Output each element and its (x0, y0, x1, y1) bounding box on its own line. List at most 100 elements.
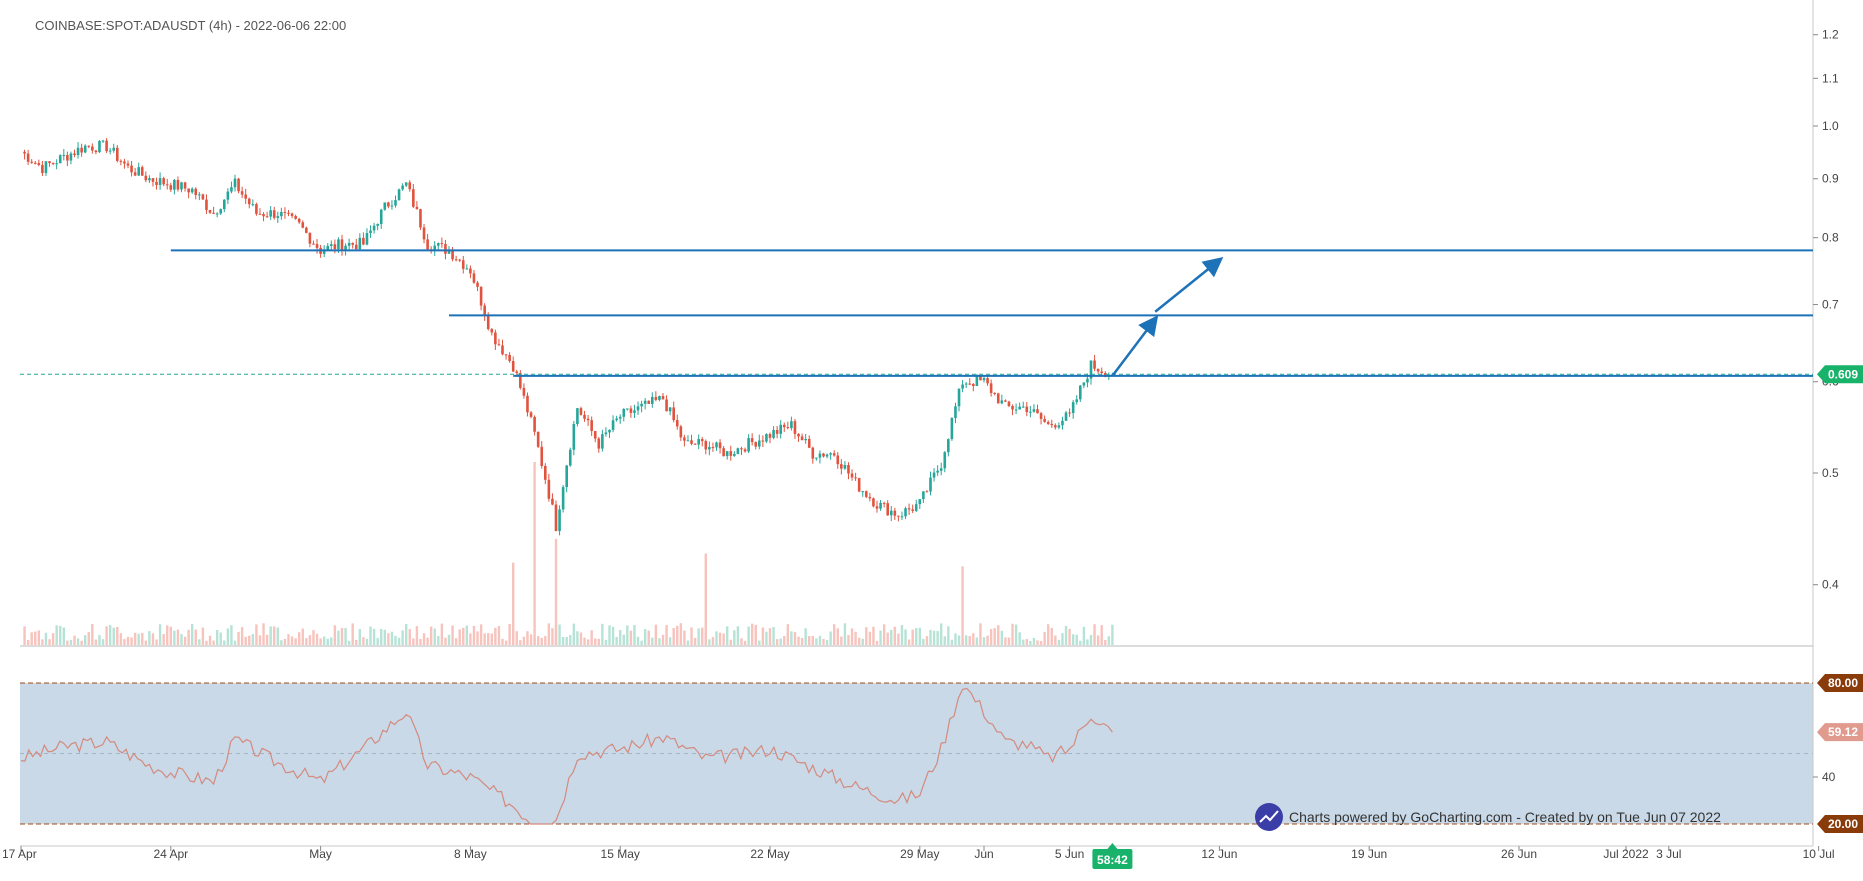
volume-bar (494, 627, 497, 645)
volume-bar (797, 636, 800, 645)
volume-bar (758, 640, 761, 645)
volume-bar (526, 631, 529, 645)
support-resistance-lines[interactable] (20, 249, 1813, 377)
trend-up-icon (1259, 810, 1279, 823)
volume-bar (947, 626, 950, 645)
candle-body (23, 151, 26, 154)
candle-body (362, 237, 365, 245)
candle-body (993, 392, 996, 394)
candle-body (490, 329, 494, 333)
candle-body (508, 354, 511, 362)
volume-bar (544, 636, 547, 645)
candle-body (576, 408, 579, 425)
projection-arrows[interactable] (1111, 256, 1224, 377)
candle-body (829, 453, 832, 455)
candle-body (740, 448, 743, 450)
volume-spike-bar (704, 553, 707, 645)
candle-body (697, 439, 700, 445)
candle-body (41, 164, 44, 174)
candle-body (1079, 385, 1082, 400)
candle-body (173, 179, 176, 190)
candle-body (900, 516, 904, 518)
candle-body (622, 408, 626, 417)
candle-body (80, 147, 83, 153)
volume-bar (351, 623, 354, 645)
candle-body (1064, 412, 1068, 421)
volume-bar (34, 631, 37, 645)
volume-bar (572, 623, 576, 645)
candle-body (219, 209, 223, 214)
candle-body (312, 243, 315, 245)
volume-bar (201, 627, 205, 645)
candle-body (565, 465, 568, 488)
candle-body (736, 448, 740, 454)
volume-bar (750, 623, 754, 645)
volume-bar (547, 623, 551, 645)
candle-body (804, 438, 807, 441)
candle-body (515, 371, 519, 373)
projection-arrow[interactable] (1111, 315, 1159, 377)
candle-body (693, 443, 697, 445)
candle-body (768, 434, 772, 438)
volume-bar (1047, 624, 1050, 645)
volume-bar (561, 636, 565, 645)
candle-body (504, 354, 508, 356)
volume-bar (586, 639, 590, 645)
candle-body (422, 227, 426, 240)
volume-bar (875, 640, 879, 645)
volume-bar (1022, 639, 1025, 645)
candle-body (872, 498, 875, 507)
candle-body (272, 210, 276, 218)
volume-bar (1111, 624, 1114, 645)
volume-bar (1011, 623, 1014, 645)
price-tick-label: 0.8 (1822, 231, 1839, 245)
candle-body (836, 455, 840, 465)
candle-body (158, 178, 162, 185)
candle-body (479, 286, 483, 306)
candle-body (961, 384, 964, 389)
candle-body (180, 182, 183, 190)
volume-bar (447, 634, 451, 645)
candle-body (144, 175, 148, 181)
volume-bar (608, 625, 611, 645)
volume-bar (1004, 637, 1007, 645)
gocharting-credit[interactable]: Charts powered by GoCharting.com - Creat… (1255, 803, 1721, 831)
candle-body (754, 442, 758, 447)
candle-body (854, 477, 857, 479)
volume-bar (665, 625, 668, 645)
projection-arrow[interactable] (1154, 256, 1224, 313)
candle-body (233, 178, 237, 188)
price-tick-label: 1.0 (1822, 119, 1839, 133)
candle-body (675, 420, 679, 427)
candle-body (601, 434, 604, 449)
candle-body (494, 332, 497, 345)
volume-bar (408, 629, 411, 645)
volume-bar (237, 631, 240, 645)
volume-bar (872, 626, 875, 645)
candle-body (758, 440, 761, 447)
volume-bar (501, 638, 504, 645)
volume-bar (975, 637, 979, 645)
candle-body (672, 407, 675, 421)
candle-body (608, 429, 611, 433)
candle-body (643, 400, 647, 404)
volume-bar (1068, 628, 1071, 645)
candle-body (87, 145, 91, 147)
volume-bar (166, 625, 169, 645)
volume-bar (183, 636, 187, 645)
volume-bar (219, 632, 222, 645)
volume-bar (790, 631, 793, 645)
volume-bar (911, 629, 914, 645)
volume-bar (857, 637, 861, 645)
candle-body (708, 447, 711, 450)
candle-body (205, 199, 208, 210)
volume-bar (94, 639, 98, 645)
volume-bar (679, 623, 683, 645)
candle-body (1071, 402, 1075, 414)
volume-bar (126, 636, 130, 645)
candle-body (686, 440, 690, 442)
volume-bar (683, 630, 686, 645)
candle-body (1075, 399, 1079, 403)
volume-bar (711, 637, 715, 645)
